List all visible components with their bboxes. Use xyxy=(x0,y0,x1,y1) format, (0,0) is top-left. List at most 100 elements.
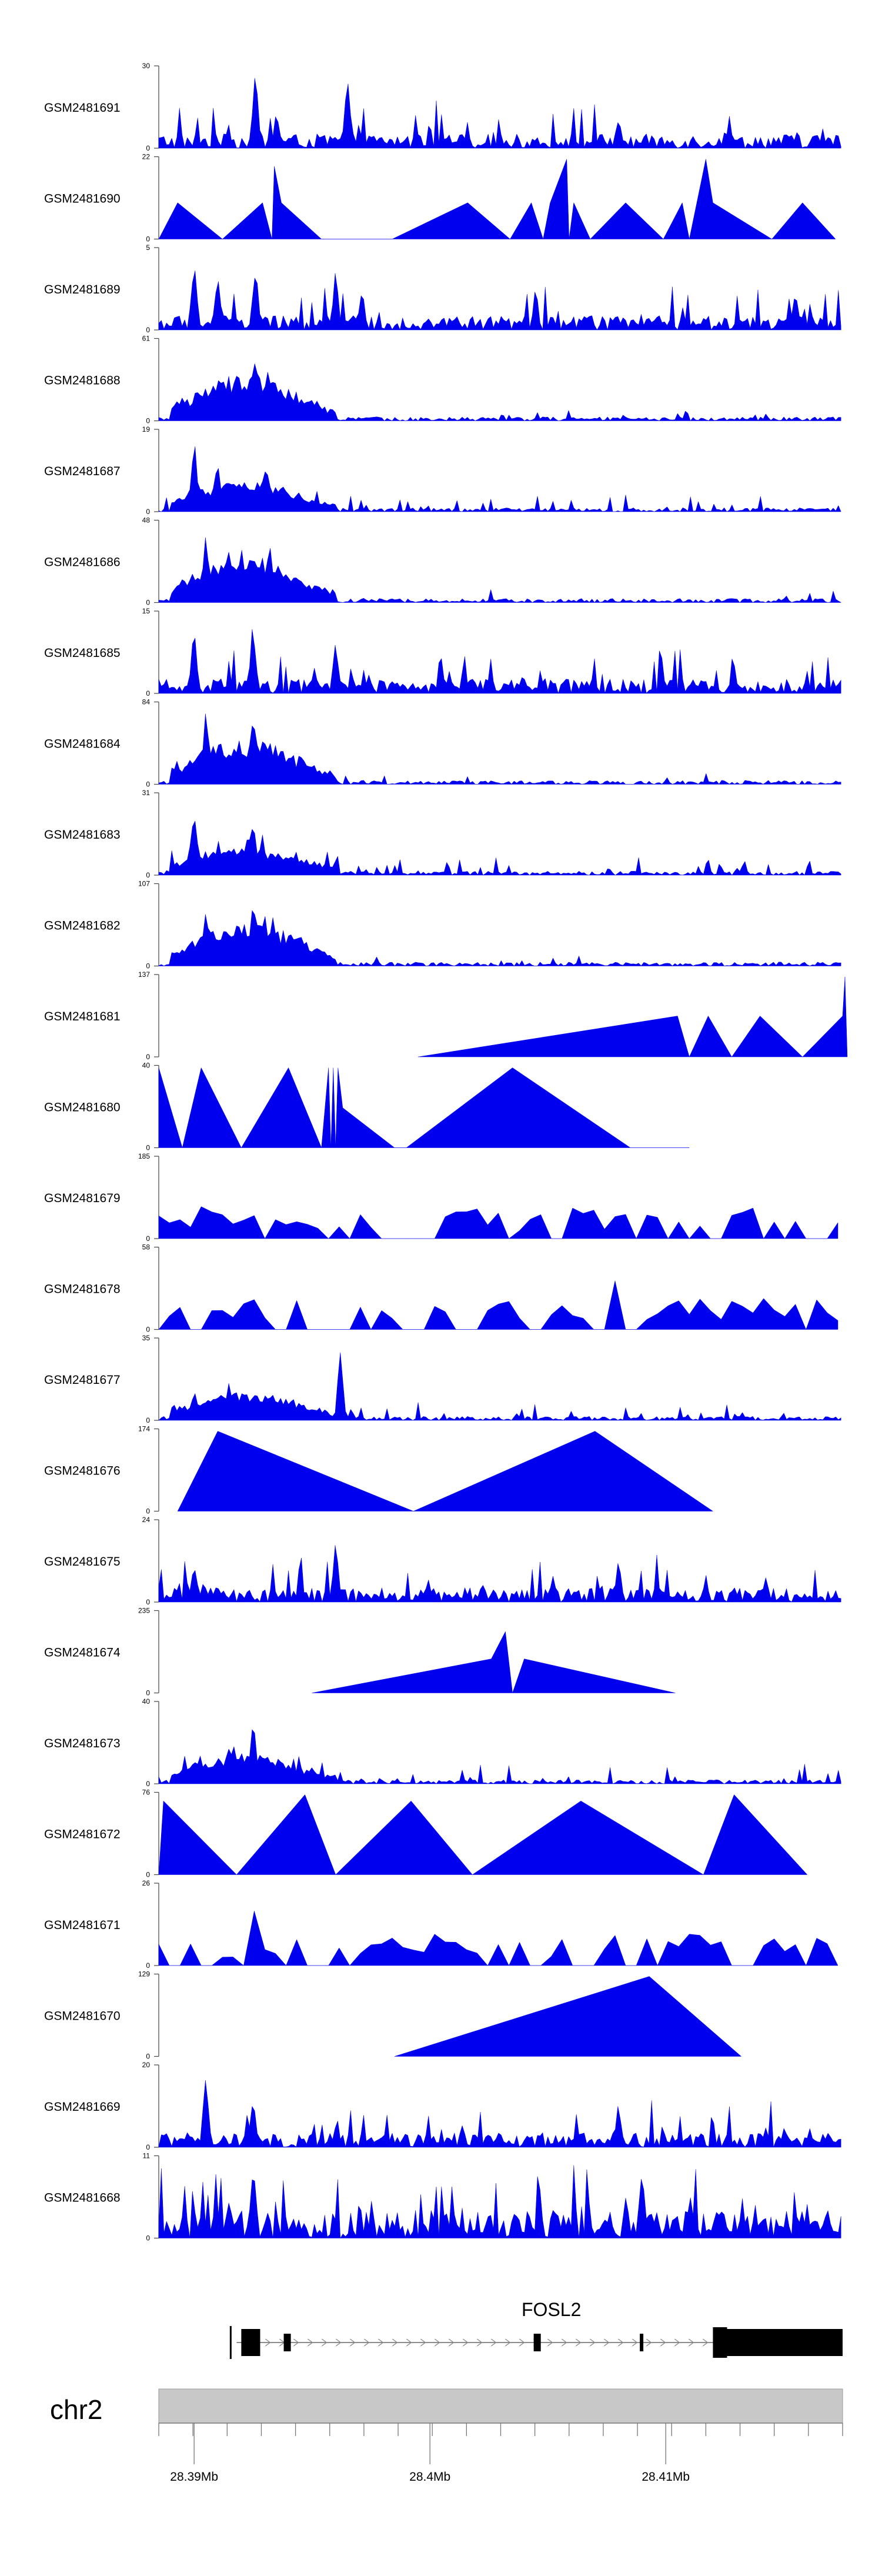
coverage-area xyxy=(158,2080,841,2148)
track-label: GSM2481675 xyxy=(44,1555,121,1569)
y-max-label: 137 xyxy=(138,970,150,979)
track-label: GSM2481676 xyxy=(44,1464,121,1478)
coverage-area xyxy=(158,910,841,966)
track-GSM2481676: GSM2481676 174 0 xyxy=(44,1425,714,1516)
track-GSM2481677: GSM2481677 35 0 xyxy=(44,1334,841,1424)
y-max-label: 19 xyxy=(142,425,151,433)
coverage-area xyxy=(158,159,836,240)
track-GSM2481671: GSM2481671 26 0 xyxy=(44,1879,838,1970)
y-min-label: 0 xyxy=(146,417,150,425)
track-label: GSM2481674 xyxy=(44,1646,121,1660)
strand-arrow xyxy=(420,2338,426,2347)
coverage-area xyxy=(158,2165,841,2239)
strand-arrow xyxy=(660,2338,666,2347)
track-label: GSM2481690 xyxy=(44,192,121,206)
y-min-label: 0 xyxy=(146,144,150,152)
track-label: GSM2481691 xyxy=(44,101,121,115)
y-max-label: 30 xyxy=(142,62,151,70)
coverage-area xyxy=(312,1631,676,1693)
strand-arrow xyxy=(363,2338,370,2347)
strand-arrow xyxy=(575,2338,582,2347)
track-label: GSM2481678 xyxy=(44,1283,121,1296)
ideogram-band xyxy=(158,2388,843,2424)
coverage-area xyxy=(158,1206,838,1239)
y-min-label: 0 xyxy=(146,780,150,789)
strand-arrow xyxy=(462,2338,469,2347)
track-label: GSM2481668 xyxy=(44,2191,121,2205)
y-max-label: 5 xyxy=(146,243,150,252)
gene-exon xyxy=(533,2334,541,2351)
track-label: GSM2481685 xyxy=(44,646,121,660)
track-label: GSM2481681 xyxy=(44,1010,121,1023)
gene-exon xyxy=(713,2327,727,2358)
track-GSM2481675: GSM2481675 24 0 xyxy=(44,1516,841,1606)
coverage-area xyxy=(158,363,841,421)
track-label: GSM2481682 xyxy=(44,919,121,933)
track-GSM2481688: GSM2481688 61 0 xyxy=(44,335,841,425)
track-GSM2481672: GSM2481672 76 0 xyxy=(44,1788,808,1879)
track-label: GSM2481680 xyxy=(44,1101,121,1115)
strand-arrow xyxy=(589,2338,596,2347)
coverage-area xyxy=(158,78,841,149)
y-max-label: 15 xyxy=(142,607,151,615)
coverage-area xyxy=(158,1794,808,1875)
track-GSM2481690: GSM2481690 22 0 xyxy=(44,153,836,243)
track-GSM2481687: GSM2481687 19 0 xyxy=(44,425,841,516)
y-max-label: 58 xyxy=(142,1243,151,1252)
coverage-area xyxy=(158,446,841,512)
track-GSM2481673: GSM2481673 40 0 xyxy=(44,1697,841,1788)
strand-arrow xyxy=(448,2338,455,2347)
strand-arrow xyxy=(349,2338,356,2347)
gene-model: FOSL2 xyxy=(229,2299,843,2359)
strand-arrow xyxy=(702,2338,709,2347)
y-min-label: 0 xyxy=(146,2234,150,2243)
track-GSM2481670: GSM2481670 129 0 xyxy=(44,1970,742,2061)
track-GSM2481684: GSM2481684 84 0 xyxy=(44,698,841,789)
track-label: GSM2481673 xyxy=(44,1737,121,1750)
track-label: GSM2481683 xyxy=(44,828,121,842)
y-min-label: 0 xyxy=(146,508,150,516)
gene-exon xyxy=(640,2334,644,2351)
x-tick-label: 28.39Mb xyxy=(170,2470,218,2484)
coverage-area xyxy=(158,537,841,603)
track-label: GSM2481686 xyxy=(44,556,121,569)
y-max-label: 84 xyxy=(142,698,151,706)
strand-arrow xyxy=(505,2338,511,2347)
track-GSM2481668: GSM2481668 11 0 xyxy=(44,2152,841,2243)
gene-exon xyxy=(283,2334,291,2351)
strand-arrow xyxy=(632,2338,638,2347)
coverage-area xyxy=(158,1352,841,1421)
y-max-label: 107 xyxy=(138,880,150,888)
x-tick-label: 28.4Mb xyxy=(409,2470,450,2484)
y-min-label: 0 xyxy=(146,599,150,607)
track-label: GSM2481688 xyxy=(44,374,121,388)
track-GSM2481679: GSM2481679 185 0 xyxy=(44,1152,838,1243)
coverage-area xyxy=(158,1729,841,1784)
y-min-label: 0 xyxy=(146,1871,150,1879)
y-min-label: 0 xyxy=(146,1961,150,1970)
y-max-label: 11 xyxy=(143,2152,151,2160)
y-min-label: 0 xyxy=(146,1416,150,1424)
track-label: GSM2481689 xyxy=(44,283,121,296)
y-min-label: 0 xyxy=(146,1326,150,1334)
x-tick-label: 28.41Mb xyxy=(642,2470,690,2484)
strand-arrow xyxy=(646,2338,652,2347)
track-GSM2481686: GSM2481686 48 0 xyxy=(44,516,841,607)
y-max-label: 185 xyxy=(138,1152,150,1160)
strand-arrow xyxy=(674,2338,680,2347)
y-max-label: 235 xyxy=(138,1607,150,1615)
track-label: GSM2481679 xyxy=(44,1192,121,1205)
gene-label: FOSL2 xyxy=(522,2299,581,2320)
coverage-area xyxy=(158,1280,838,1330)
y-min-label: 0 xyxy=(146,1689,150,1697)
strand-arrow xyxy=(490,2338,497,2347)
strand-arrow xyxy=(603,2338,610,2347)
y-min-label: 0 xyxy=(146,962,150,970)
y-min-label: 0 xyxy=(146,2143,150,2151)
y-max-label: 40 xyxy=(142,1062,151,1070)
strand-arrow xyxy=(392,2338,398,2347)
y-max-label: 76 xyxy=(142,1788,151,1797)
strand-arrow xyxy=(307,2338,313,2347)
strand-arrow xyxy=(519,2338,525,2347)
track-label: GSM2481672 xyxy=(44,1828,121,1841)
